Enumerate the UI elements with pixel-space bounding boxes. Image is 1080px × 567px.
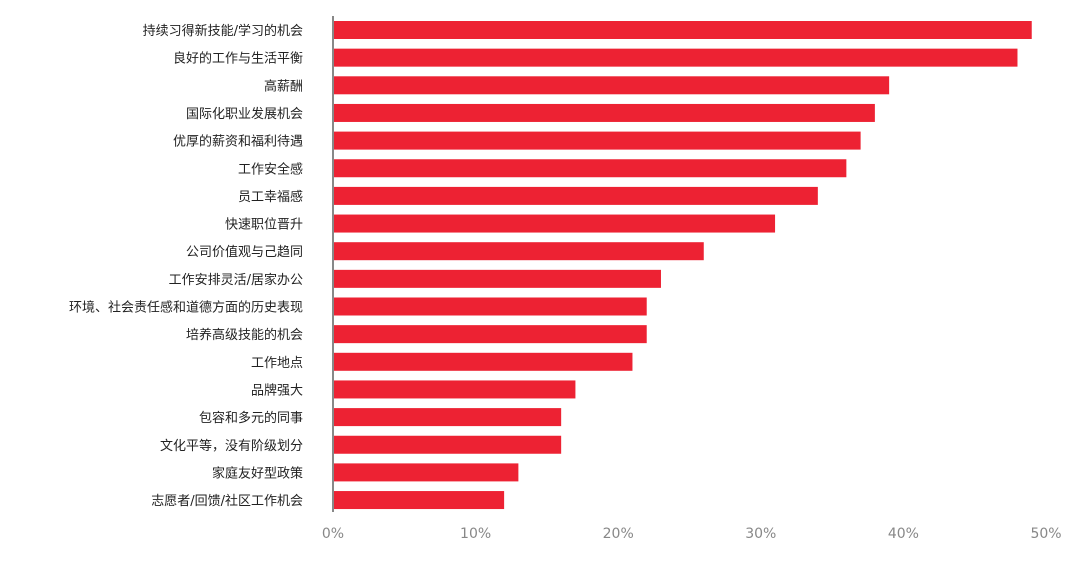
category-label: 优厚的薪资和福利待遇 <box>173 134 303 150</box>
category-label: 工作地点 <box>251 356 303 371</box>
category-label: 快速职位晋升 <box>225 218 303 233</box>
category-label: 品牌强大 <box>251 382 303 398</box>
category-label: 包容和多元的同事 <box>199 410 303 426</box>
x-tick-label: 30% <box>745 526 776 542</box>
x-tick-label: 0% <box>322 526 344 542</box>
bar <box>333 48 1018 67</box>
x-tick-label: 10% <box>460 526 491 542</box>
bar <box>333 297 647 316</box>
bar <box>333 491 505 510</box>
bar <box>333 352 633 371</box>
category-label: 环境、社会责任感和道德方面的历史表现 <box>69 300 303 316</box>
x-tick-label: 50% <box>1030 526 1061 542</box>
bar <box>333 463 519 482</box>
bar <box>333 214 776 233</box>
category-label: 良好的工作与生活平衡 <box>173 51 303 67</box>
x-tick-label: 20% <box>603 526 634 542</box>
bar <box>333 186 818 205</box>
bar <box>333 131 861 150</box>
category-label: 高薪酬 <box>264 78 303 94</box>
category-label: 家庭友好型政策 <box>212 465 303 481</box>
bar <box>333 103 875 122</box>
category-label: 员工幸福感 <box>238 189 303 205</box>
category-label: 培养高级技能的机会 <box>186 327 303 343</box>
bar <box>333 21 1032 39</box>
x-tick-label: 40% <box>888 526 919 542</box>
bar <box>333 380 576 399</box>
category-label: 公司价值观与己趋同 <box>186 244 303 260</box>
bar <box>333 76 890 95</box>
category-label: 持续习得新技能/学习的机会 <box>143 23 303 39</box>
bar <box>333 325 647 344</box>
category-label: 工作安全感 <box>238 161 303 177</box>
bar <box>333 159 847 178</box>
bar <box>333 435 562 454</box>
bar <box>333 408 562 427</box>
category-label: 志愿者/回馈/社区工作机会 <box>151 493 303 509</box>
bar <box>333 269 661 288</box>
category-label: 文化平等，没有阶级划分 <box>160 438 303 454</box>
category-label: 工作安排灵活/居家办公 <box>169 272 303 288</box>
category-label: 国际化职业发展机会 <box>186 106 303 122</box>
bar <box>333 242 704 261</box>
